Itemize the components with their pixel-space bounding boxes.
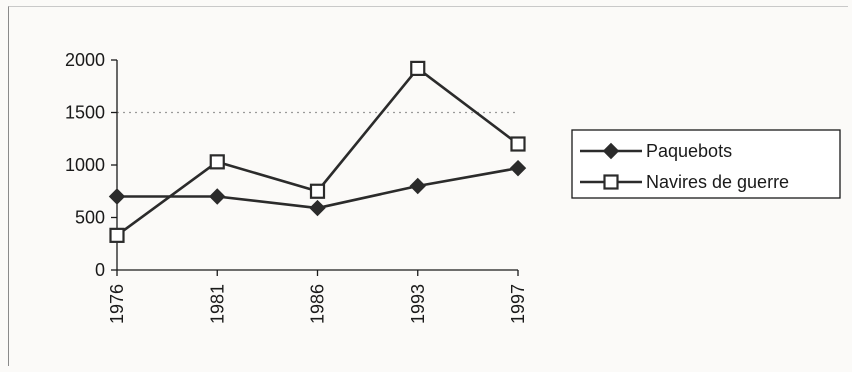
- x-tick-label: 1993: [408, 284, 428, 324]
- y-tick-label: 1500: [65, 103, 105, 123]
- data-point-diamond: [509, 159, 527, 177]
- data-point-diamond: [409, 177, 426, 195]
- x-tick-label: 1997: [508, 284, 528, 324]
- y-tick-label: 0: [95, 260, 105, 280]
- data-point-square: [109, 227, 125, 243]
- data-point-diamond: [602, 142, 620, 160]
- data-point-diamond: [209, 188, 226, 205]
- data-point-square: [309, 183, 326, 199]
- axis-layer: 0 500 1000 1500 2000 1976 1981 1986 1993 1997: [65, 50, 528, 324]
- x-tick-label: 1976: [107, 284, 127, 324]
- chart-frame: [8, 6, 848, 366]
- legend-label: Paquebots: [646, 141, 732, 161]
- legend: Paquebots Navires de guerre: [571, 129, 841, 199]
- x-tick-label: 1981: [207, 284, 227, 324]
- legend-label: Navires de guerre: [646, 172, 789, 192]
- data-point-diamond: [108, 188, 126, 205]
- series-layer: [108, 60, 527, 243]
- y-tick-label: 2000: [65, 50, 105, 70]
- y-tick-label: 500: [75, 208, 105, 228]
- data-point-square: [603, 174, 619, 190]
- data-point-square: [410, 60, 426, 77]
- x-tick-label: 1986: [308, 284, 328, 324]
- data-point-square: [510, 136, 526, 152]
- y-tick-label: 1000: [65, 155, 105, 175]
- data-point-diamond: [309, 199, 326, 217]
- data-point-square: [209, 154, 225, 170]
